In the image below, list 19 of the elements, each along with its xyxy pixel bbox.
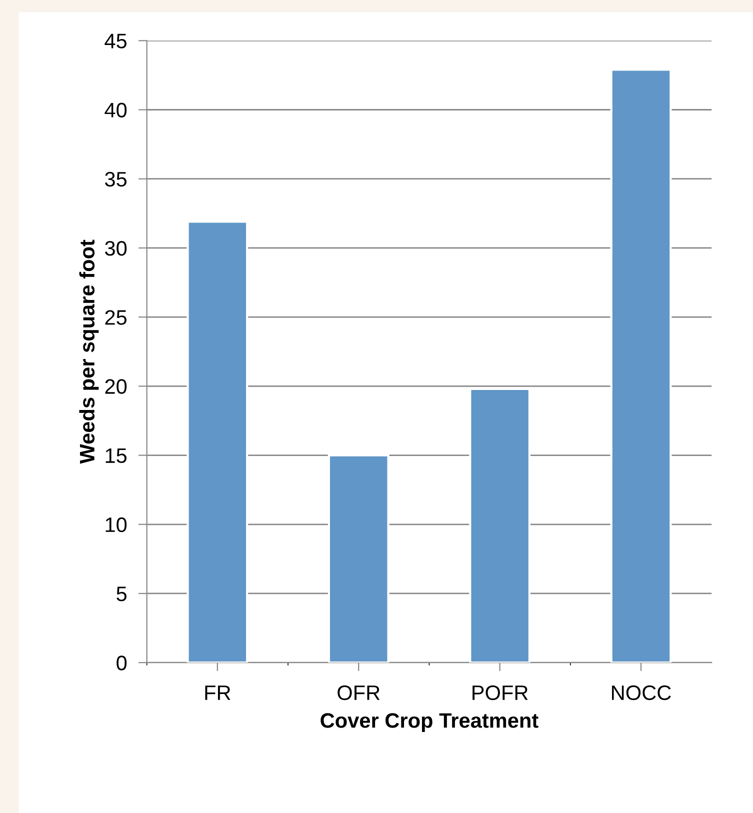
bar [186,220,248,663]
bar [328,454,390,663]
y-tick-label: 0 [116,656,127,670]
x-tick-label: NOCC [612,685,671,700]
y-tick-label: 5 [116,586,127,602]
y-axis-title: Weeds per square foot [79,240,99,464]
x-tick-label: FR [205,686,230,700]
y-tick-label: 40 [104,102,127,118]
x-tick-label: POFR [472,685,528,700]
y-tick-label: 45 [104,34,127,48]
y-tick-label: 35 [105,172,127,187]
y-tick-label: 10 [106,517,127,532]
bar [610,68,672,663]
y-tick-label: 20 [105,379,127,394]
y-tick-label: 25 [105,310,127,325]
y-tick-label: 30 [105,240,127,256]
y-tick-label: 15 [106,448,127,464]
x-tick-label: OFR [338,685,380,700]
x-axis-title: Cover Crop Treatment [320,713,538,732]
